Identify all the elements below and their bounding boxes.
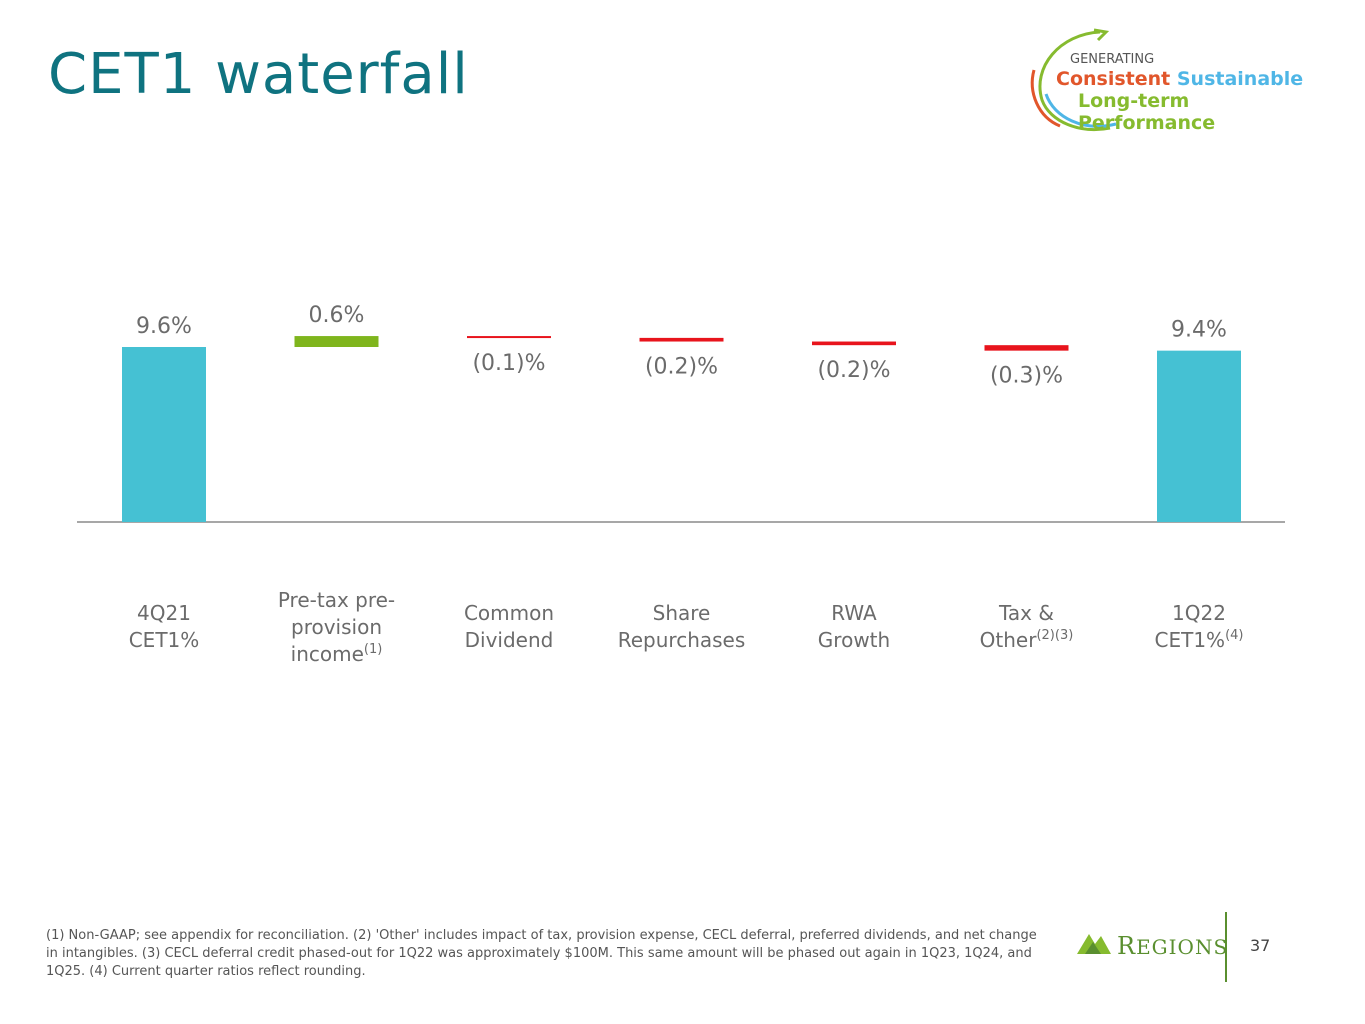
bar-6 [1157,350,1241,522]
waterfall-chart: 9.6% 0.6% (0.1)% (0.2)% (0.2)% (0.3)% 9.4% [77,303,1285,523]
regions-wordmark: REGIONS [1117,932,1229,960]
page-number: 37 [1250,936,1271,955]
category-label-0: 4Q21 CET1% [128,601,200,652]
page-title: CET1 waterfall [48,42,469,107]
category-label-4: RWA Growth [817,601,891,652]
category-label-2: Common Dividend [463,601,555,652]
category-label-6: 1Q22 CET1%(4) [1154,601,1244,652]
category-label-3: Share Repurchases [617,601,746,652]
bar-value-label-1: 0.6% [309,303,365,328]
category-label-5: Tax & Other(2)(3) [979,601,1074,652]
regions-pyramid-icon [1077,934,1111,954]
bar-value-label-0: 9.6% [136,314,192,339]
badge-generating: GENERATING [1070,52,1155,67]
badge-consistent: Consistent [1056,68,1171,90]
badge-consistent-sustainable: Consistent Sustainable [1056,68,1303,90]
bar-3 [639,337,724,342]
bar-1 [294,336,379,347]
bar-0 [122,347,206,522]
bar-4 [812,341,896,346]
generating-performance-badge: GENERATING Consistent Sustainable Long-t… [1020,22,1320,137]
badge-long-term: Long-term Performance [1078,90,1216,134]
category-label-1: Pre-tax pre-provision income(1) [277,587,396,666]
bar-2 [467,336,551,339]
bar-value-label-5: (0.3)% [990,364,1063,389]
bar-value-label-3: (0.2)% [645,355,718,380]
swoosh-arrow-icon [1030,28,1117,132]
footer-divider [1225,912,1227,982]
badge-sustainable: Sustainable [1176,68,1304,90]
bar-value-label-2: (0.1)% [472,351,545,376]
footnote: (1) Non-GAAP; see appendix for reconcili… [46,928,1037,979]
bar-5 [984,345,1069,351]
bar-value-label-4: (0.2)% [817,358,890,383]
bar-value-label-6: 9.4% [1171,318,1227,343]
